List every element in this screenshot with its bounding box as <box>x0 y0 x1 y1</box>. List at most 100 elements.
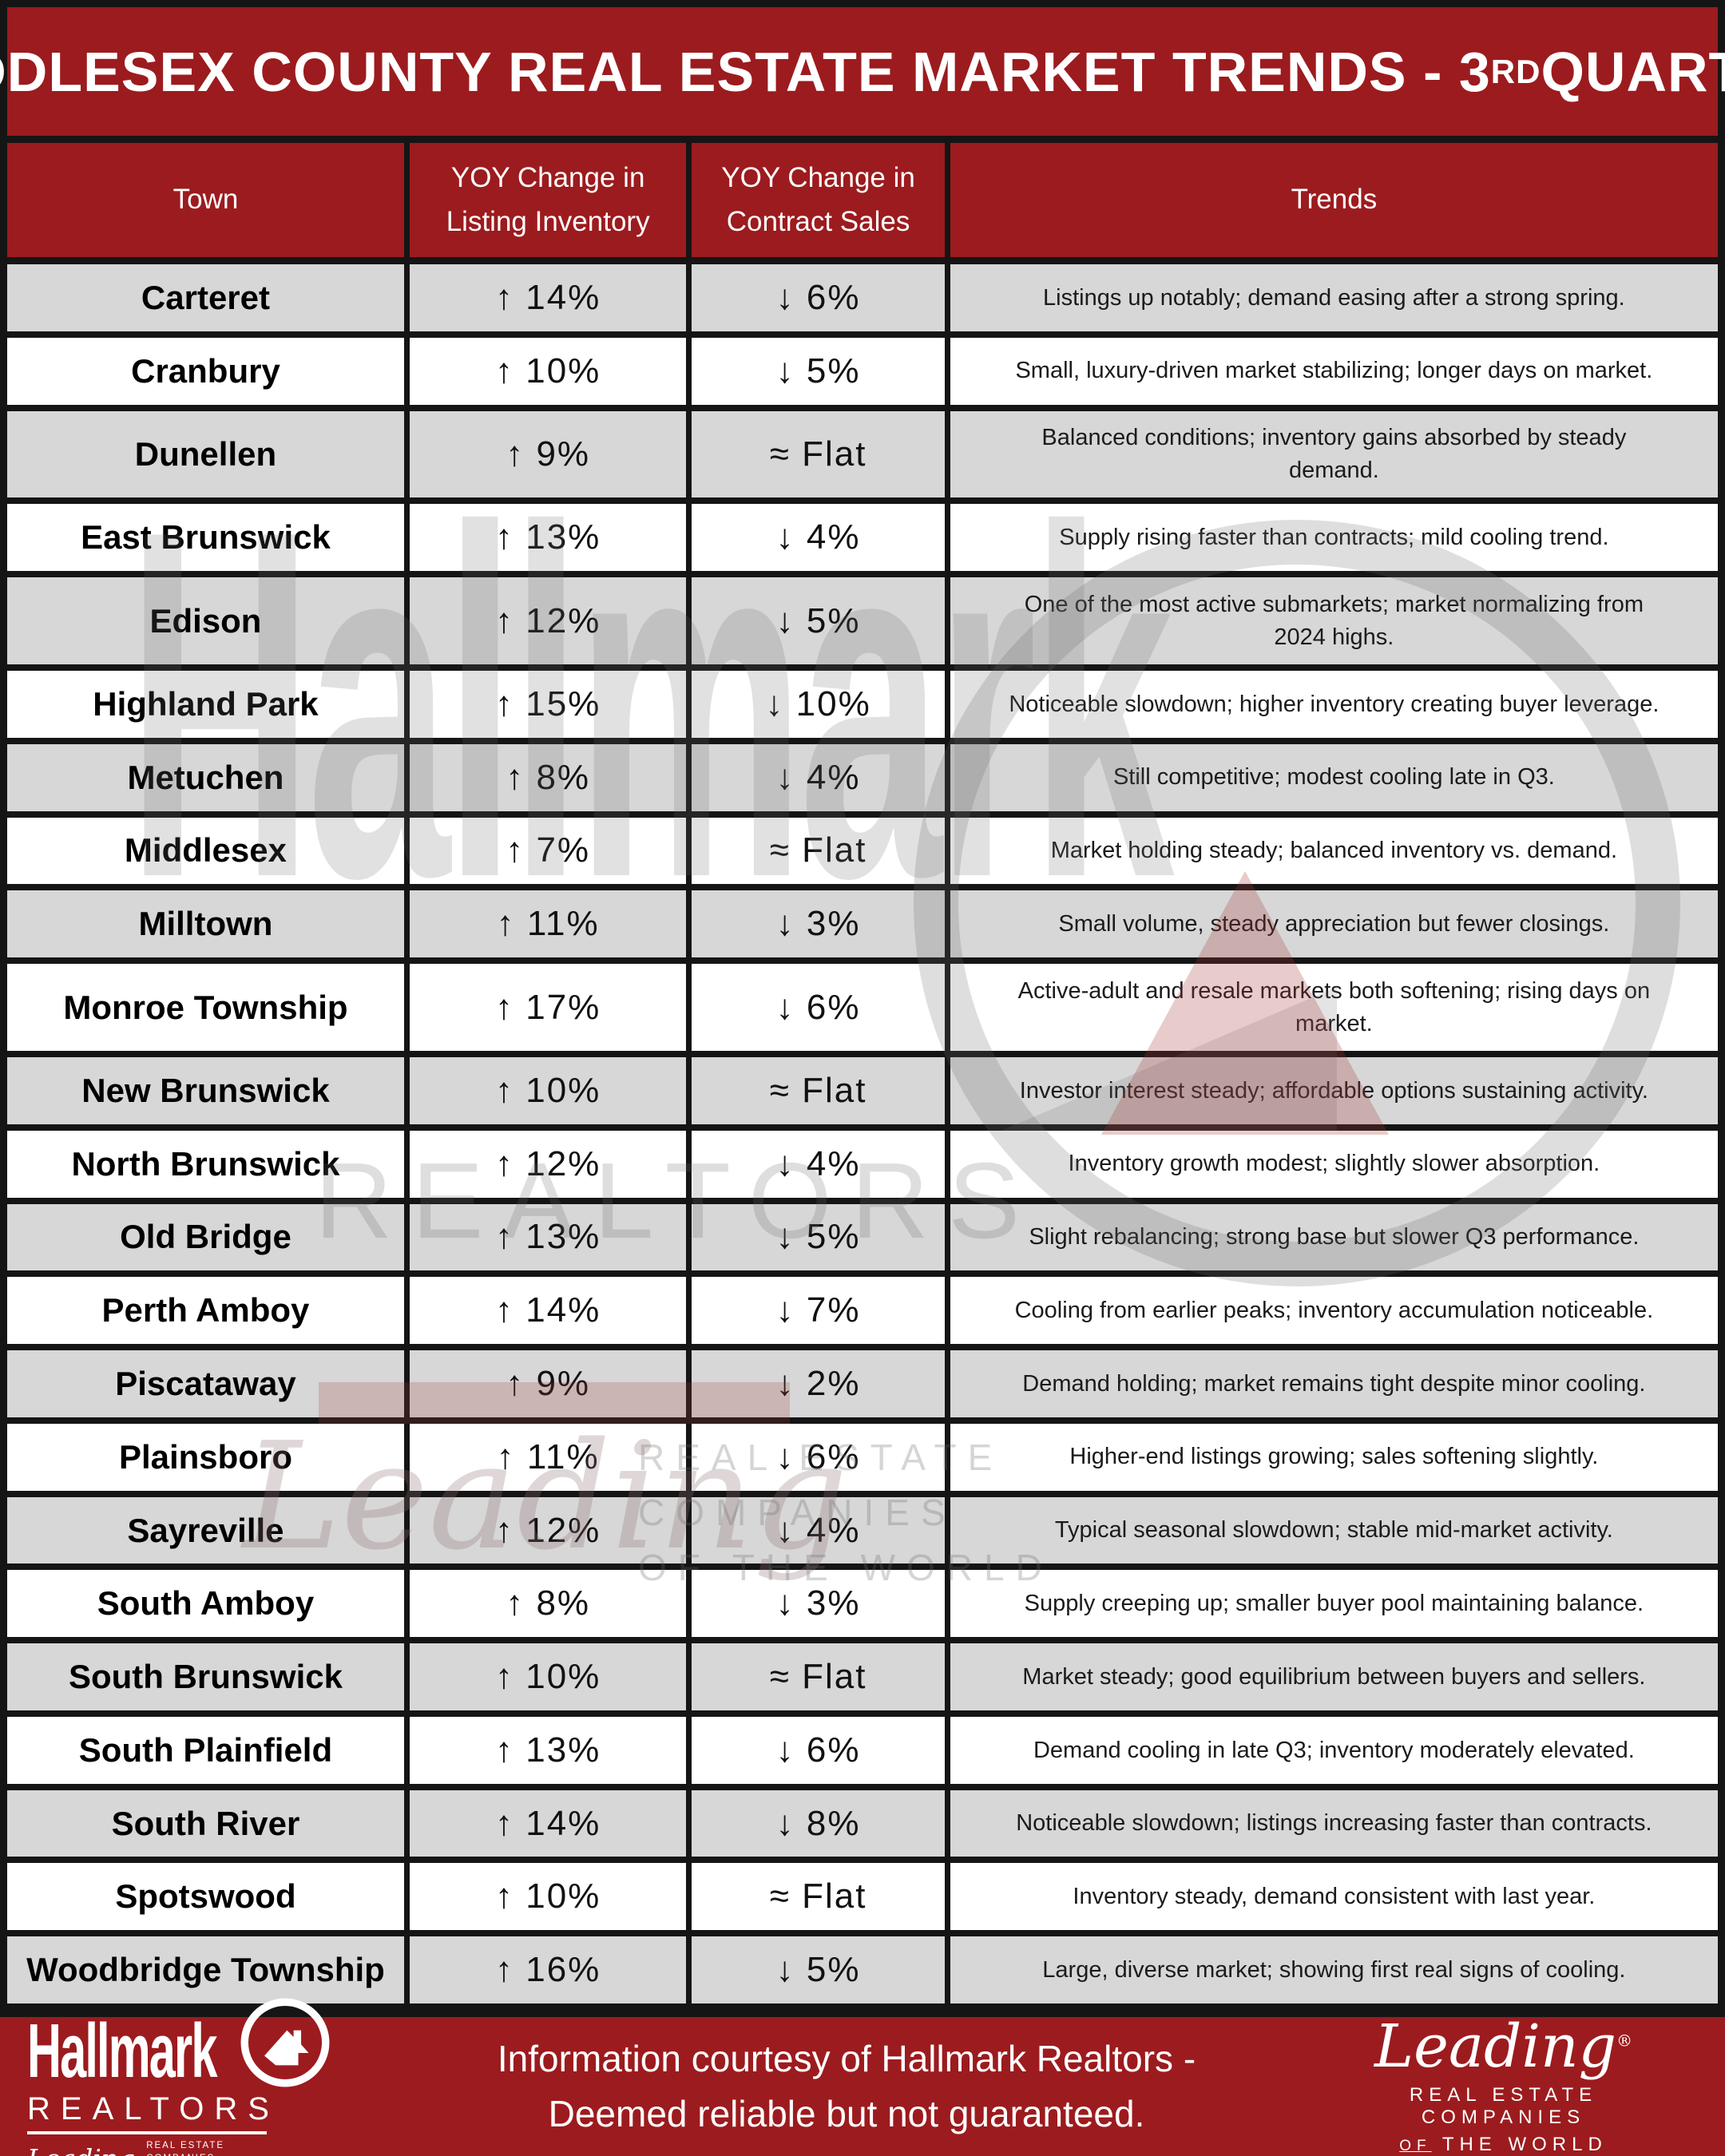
inventory-cell: ↑ 8% <box>403 743 686 811</box>
trend-text: Investor interest steady; affordable opt… <box>1019 1077 1648 1104</box>
contracts-cell: ↓ 4% <box>686 1496 944 1564</box>
hallmark-house-icon <box>238 1995 332 2090</box>
town-cell: Dunellen <box>134 434 277 473</box>
town-cell: Edison <box>149 601 262 640</box>
trend-cell: Inventory steady, demand consistent with… <box>944 1863 1718 1931</box>
trend-cell: Market steady; good equilibrium between … <box>944 1643 1718 1710</box>
trend-cell: Investor interest steady; affordable opt… <box>944 1057 1718 1124</box>
inventory-cell: ↑ 11% <box>403 890 686 958</box>
trend-cell: Higher-end listings growing; sales softe… <box>944 1423 1718 1491</box>
trend-cell: Typical seasonal slowdown; stable mid-ma… <box>944 1496 1718 1564</box>
contracts-cell: ↓ 6% <box>686 964 944 1052</box>
trend-text: Higher-end listings growing; sales softe… <box>1069 1444 1599 1470</box>
trend-cell: Demand cooling in late Q3; inventory mod… <box>944 1716 1718 1784</box>
contracts-cell: ↓ 6% <box>686 264 944 331</box>
trend-cell: Noticeable slowdown; listings increasing… <box>944 1789 1718 1857</box>
inventory-cell: ↑ 13% <box>403 504 686 572</box>
table-row: Sayreville ↑ 12% ↓ 4% Typical seasonal s… <box>7 1496 1718 1571</box>
town-cell: Sayreville <box>127 1511 284 1549</box>
leading-script-small: Leading <box>27 2146 135 2156</box>
contracts-cell: ≈ Flat <box>686 410 944 498</box>
contracts-cell: ≈ Flat <box>686 817 944 885</box>
inventory-cell: ↑ 12% <box>403 1130 686 1198</box>
town-cell: Perth Amboy <box>101 1291 310 1330</box>
leading-rec-logo: Leading® REAL ESTATE COMPANIES OF THE WO… <box>1326 2017 1725 2156</box>
trend-cell: Slight rebalancing; strong base but slow… <box>944 1203 1718 1271</box>
trend-text: Inventory growth modest; slightly slower… <box>1068 1151 1600 1177</box>
trend-cell: Large, diverse market; showing first rea… <box>944 1936 1718 2003</box>
town-cell: Old Bridge <box>120 1218 291 1256</box>
table-row: South Amboy ↑ 8% ↓ 3% Supply creeping up… <box>7 1570 1718 1644</box>
trend-cell: Small volume, steady appreciation but fe… <box>944 890 1718 958</box>
table-row: Spotswood ↑ 10% ≈ Flat Inventory steady,… <box>7 1863 1718 1937</box>
inventory-cell: ↑ 15% <box>403 671 686 738</box>
trend-cell: Cooling from earlier peaks; inventory ac… <box>944 1277 1718 1345</box>
inventory-cell: ↑ 17% <box>403 964 686 1052</box>
inventory-cell: ↑ 13% <box>403 1203 686 1271</box>
trend-text: Balanced conditions; inventory gains abs… <box>1041 425 1627 483</box>
table-row: North Brunswick ↑ 12% ↓ 4% Inventory gro… <box>7 1130 1718 1204</box>
trend-cell: Supply rising faster than contracts; mil… <box>944 504 1718 572</box>
inventory-cell: ↑ 13% <box>403 1716 686 1784</box>
column-header-row: Town YOY Change in Listing Inventory YOY… <box>7 143 1718 264</box>
contracts-cell: ↓ 5% <box>686 337 944 405</box>
trend-text: Listings up notably; demand easing after… <box>1043 284 1625 311</box>
inventory-cell: ↑ 14% <box>403 264 686 331</box>
trend-cell: Small, luxury-driven market stabilizing;… <box>944 337 1718 405</box>
column-header-town: Town <box>172 184 239 216</box>
trend-text: Noticeable slowdown; listings increasing… <box>1016 1810 1652 1837</box>
title-prefix: MIDDLESEX COUNTY REAL ESTATE MARKET TREN… <box>0 40 1491 103</box>
trend-text: Supply rising faster than contracts; mil… <box>1059 525 1609 550</box>
contracts-cell: ≈ Flat <box>686 1863 944 1931</box>
contracts-cell: ↓ 4% <box>686 1130 944 1198</box>
trend-cell: Listings up notably; demand easing after… <box>944 264 1718 331</box>
contracts-cell: ↓ 6% <box>686 1716 944 1784</box>
town-cell: East Brunswick <box>81 518 331 557</box>
hallmark-logo-text: Hallmark <box>27 2008 217 2095</box>
table-row: Carteret ↑ 14% ↓ 6% Listings up notably;… <box>7 264 1718 338</box>
title-suffix: QUARTER <box>1541 40 1725 103</box>
town-cell: Monroe Township <box>63 988 348 1026</box>
trend-text: Inventory steady, demand consistent with… <box>1073 1884 1596 1910</box>
contracts-cell: ↓ 6% <box>686 1423 944 1491</box>
town-cell: Middlesex <box>124 831 287 870</box>
table-row: Piscataway ↑ 9% ↓ 2% Demand holding; mar… <box>7 1350 1718 1424</box>
trend-text: Large, diverse market; showing first rea… <box>1042 1956 1626 1983</box>
column-header-trends: Trends <box>944 143 1718 257</box>
inventory-cell: ↑ 14% <box>403 1277 686 1345</box>
trend-text: Active-adult and resale markets both sof… <box>1017 977 1651 1036</box>
town-cell: North Brunswick <box>71 1144 340 1183</box>
inventory-cell: ↑ 14% <box>403 1789 686 1857</box>
market-trends-table: MIDDLESEX COUNTY REAL ESTATE MARKET TREN… <box>0 0 1725 2017</box>
town-cell: Cranbury <box>131 351 280 390</box>
table-row: Highland Park ↑ 15% ↓ 10% Noticeable slo… <box>7 671 1718 744</box>
contracts-cell: ↓ 5% <box>686 577 944 665</box>
logo-divider-rule <box>27 2131 267 2135</box>
table-row: Cranbury ↑ 10% ↓ 5% Small, luxury-driven… <box>7 337 1718 411</box>
lrec-small-text: REAL ESTATE COMPANIES OF THE WORLD <box>146 2141 225 2156</box>
table-row: Edison ↑ 12% ↓ 5% One of the most active… <box>7 577 1718 672</box>
inventory-cell: ↑ 10% <box>403 1863 686 1931</box>
footer: Hallmark REALTORS Leading REAL ESTATE CO… <box>0 1998 1725 2156</box>
trend-text: Still competitive; modest cooling late i… <box>1112 764 1555 791</box>
table-row: New Brunswick ↑ 10% ≈ Flat Investor inte… <box>7 1057 1718 1131</box>
contracts-cell: ↓ 4% <box>686 743 944 811</box>
table-row: Milltown ↑ 11% ↓ 3% Small volume, steady… <box>7 890 1718 965</box>
town-cell: Piscataway <box>115 1364 296 1402</box>
contracts-cell: ↓ 2% <box>686 1350 944 1417</box>
trend-cell: Market holding steady; balanced inventor… <box>944 817 1718 885</box>
table-row: Perth Amboy ↑ 14% ↓ 7% Cooling from earl… <box>7 1277 1718 1351</box>
realtors-logo-text: REALTORS <box>27 2091 280 2127</box>
table-row: Old Bridge ↑ 13% ↓ 5% Slight rebalancing… <box>7 1203 1718 1278</box>
trend-text: Slight rebalancing; strong base but slow… <box>1029 1224 1640 1250</box>
inventory-cell: ↑ 10% <box>403 1643 686 1710</box>
town-cell: South Plainfield <box>78 1730 333 1769</box>
trend-text: Cooling from earlier peaks; inventory ac… <box>1014 1297 1654 1323</box>
trend-cell: Noticeable slowdown; higher inventory cr… <box>944 671 1718 738</box>
page-title: MIDDLESEX COUNTY REAL ESTATE MARKET TREN… <box>0 7 1725 143</box>
footer-disclaimer: Information courtesy of Hallmark Realtor… <box>367 2031 1326 2142</box>
trend-text: Market steady; good equilibrium between … <box>1022 1663 1646 1690</box>
hallmark-realtors-logo: Hallmark REALTORS Leading REAL ESTATE CO… <box>0 1995 367 2156</box>
table-row: South Plainfield ↑ 13% ↓ 6% Demand cooli… <box>7 1716 1718 1790</box>
trend-text: One of the most active submarkets; marke… <box>1024 592 1644 650</box>
